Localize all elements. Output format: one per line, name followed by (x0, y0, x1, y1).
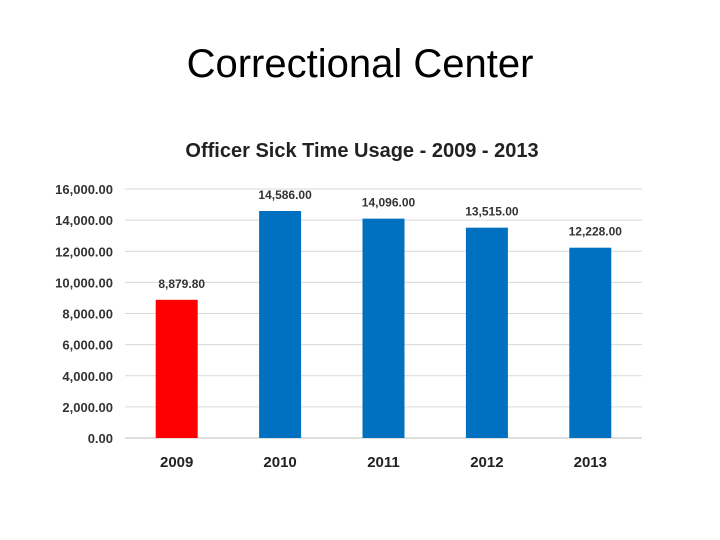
bar-2011 (362, 218, 405, 438)
data-label: 14,586.00 (258, 188, 312, 202)
y-tick-label: 16,000.00 (55, 182, 113, 197)
page-title: Correctional Center (186, 42, 534, 86)
bar-2013 (569, 247, 612, 438)
y-tick-label: 2,000.00 (62, 400, 113, 415)
bars (155, 211, 612, 438)
x-tick-label: 2011 (367, 454, 400, 471)
bar-2010 (259, 211, 302, 438)
data-label: 12,228.00 (569, 225, 623, 239)
x-tick-label: 2013 (574, 454, 607, 471)
data-label: 14,096.00 (362, 196, 416, 210)
data-label: 13,515.00 (465, 205, 519, 219)
y-tick-label: 4,000.00 (62, 369, 113, 384)
y-tick-label: 6,000.00 (62, 338, 113, 353)
x-tick-label: 2009 (160, 454, 193, 471)
chart-title: Officer Sick Time Usage - 2009 - 2013 (185, 140, 538, 162)
y-axis-ticks: 0.00 2,000.00 4,000.00 6,000.00 8,000.00 10,0… (55, 182, 113, 446)
y-tick-label: 8,000.00 (62, 307, 113, 322)
data-label: 8,879.80 (158, 277, 205, 291)
x-tick-label: 2012 (470, 454, 503, 471)
y-tick-label: 12,000.00 (55, 244, 113, 259)
data-labels: 8,879.80 14,586.00 14,096.00 13,515.00 12,22… (158, 188, 622, 291)
bar-2012 (465, 227, 508, 438)
x-axis-ticks: 2009 2010 2011 2012 2013 (160, 454, 607, 471)
y-tick-label: 0.00 (88, 431, 113, 446)
bar-2009 (155, 299, 198, 438)
y-tick-label: 14,000.00 (55, 213, 113, 228)
x-tick-label: 2010 (263, 454, 296, 471)
y-tick-label: 10,000.00 (55, 275, 113, 290)
